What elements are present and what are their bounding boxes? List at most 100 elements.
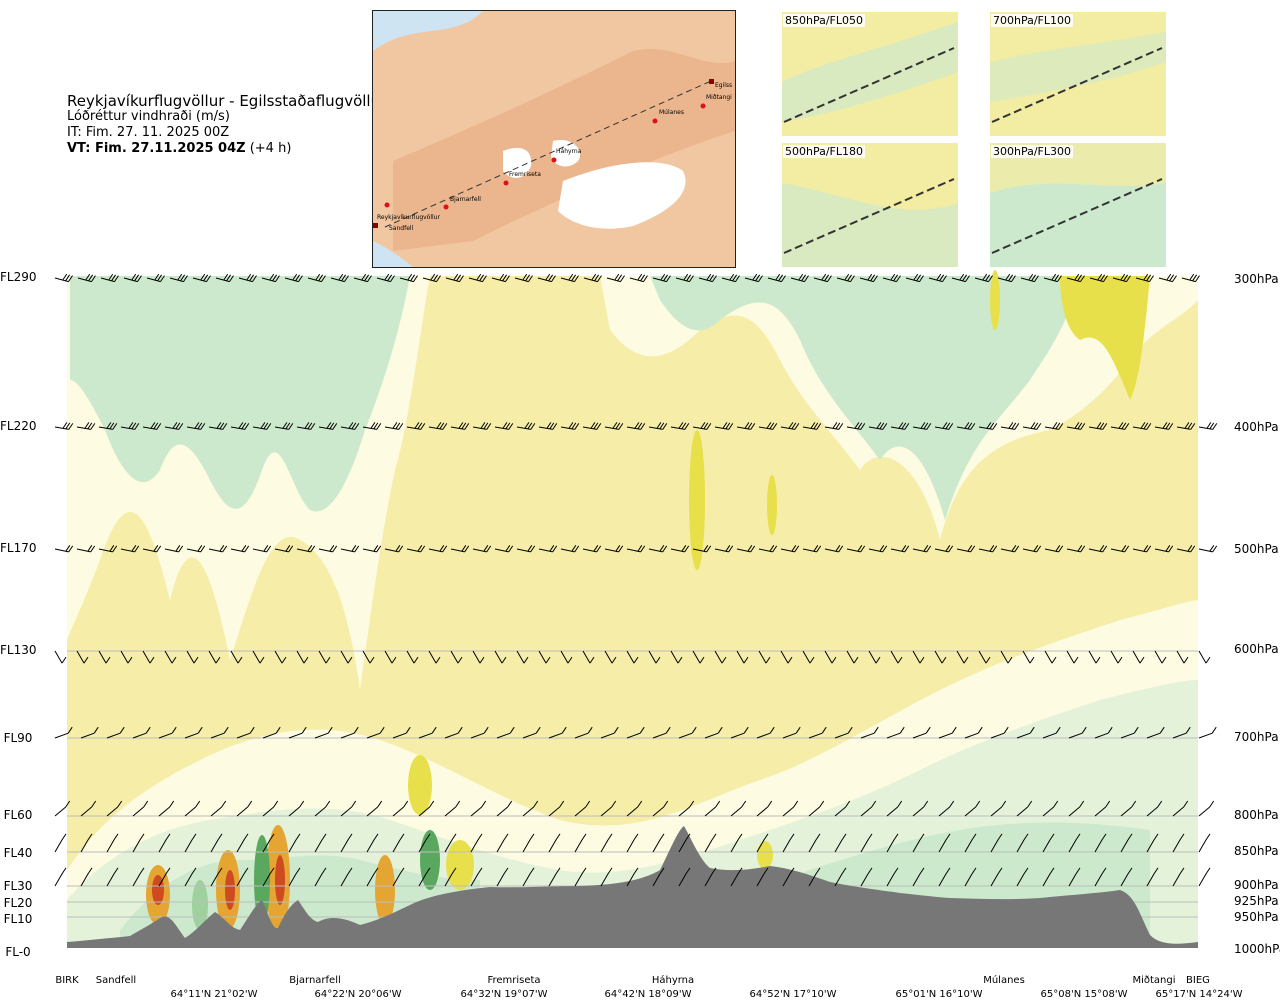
wind-barb — [186, 422, 206, 430]
wind-barb — [813, 273, 832, 283]
wind-barb — [522, 833, 535, 853]
wind-barb — [782, 726, 801, 739]
wind-barb — [80, 800, 97, 817]
coord-label-2: 64°32'N 19°07'W — [460, 989, 548, 1000]
wind-barb — [606, 273, 625, 283]
fl-label-10: FL10 — [3, 912, 33, 926]
wind-barb — [758, 545, 778, 553]
wind-barb — [1154, 650, 1167, 664]
wind-barb — [76, 422, 96, 430]
wind-barb — [859, 273, 878, 283]
wind-barb — [450, 545, 470, 553]
wind-barb — [120, 545, 140, 553]
wind-barb — [314, 800, 331, 817]
wind-barb — [648, 650, 661, 664]
loc-label-midtangi: Miðtangi — [1132, 975, 1176, 986]
wind-barb — [106, 726, 125, 739]
wind-barb — [834, 833, 847, 853]
glacier-vatnajokull — [558, 162, 686, 229]
wind-barb — [714, 422, 734, 430]
wind-barb — [890, 545, 910, 553]
wind-barb — [418, 833, 431, 853]
wind-barb — [158, 726, 177, 739]
wind-barb — [1146, 833, 1159, 853]
map-label-mulanes: Múlanes — [659, 109, 684, 116]
valid-time: VT: Fim. 27.11.2025 04Z (+4 h) — [67, 141, 386, 157]
wind-barb — [262, 833, 275, 853]
wind-barb — [80, 833, 93, 853]
route-map: Reykjavíkurflugvöllur Sandfell Bjarnarfe… — [372, 10, 736, 268]
coord-label-4: 64°52'N 17°10'W — [749, 989, 837, 1000]
wind-barb — [392, 833, 405, 853]
wind-barb — [978, 422, 998, 430]
map-label-egilss: Egilss — [715, 82, 732, 89]
minimap-300: 300hPa/FL300 — [990, 143, 1166, 267]
hpa-label-500: 500hPa — [1234, 542, 1279, 556]
wind-barb — [626, 422, 646, 430]
map-label-reykjavik: Reykjavíkurflugvöllur — [377, 214, 440, 221]
wind-barb — [362, 422, 382, 430]
wind-barb — [262, 867, 275, 887]
coast-water — [373, 241, 413, 267]
wind-barb — [951, 273, 970, 283]
wind-barb — [491, 273, 510, 283]
loc-label-mulanes: Múlanes — [983, 975, 1025, 986]
wind-barb — [54, 867, 67, 887]
wind-barb — [860, 833, 873, 853]
wind-barb — [1158, 273, 1177, 283]
fl-label-170: FL170 — [0, 541, 37, 555]
wind-barb — [470, 867, 483, 887]
wind-barb — [262, 726, 281, 739]
wind-barb — [450, 422, 470, 430]
wind-barb — [756, 800, 773, 817]
wind-barb — [236, 833, 249, 853]
valid-time-suffix: (+4 h) — [249, 141, 292, 156]
valid-time-bold: VT: Fim. 27.11.2025 04Z — [67, 141, 246, 156]
loc-label-hahyrna: Háhyrna — [651, 975, 695, 986]
wind-barb — [230, 545, 250, 553]
hpa-label-700: 700hPa — [1234, 730, 1279, 744]
wind-barb — [846, 545, 866, 553]
wind-barb — [98, 650, 111, 664]
wind-barb — [704, 726, 723, 739]
wind-barb — [964, 800, 981, 817]
wind-barb — [54, 650, 67, 664]
wind-barb — [1198, 867, 1211, 887]
wind-barb — [1044, 422, 1064, 430]
wind-barb — [1094, 800, 1111, 817]
wind-barb — [54, 545, 74, 553]
wind-barb — [496, 867, 509, 887]
wind-barb — [238, 273, 257, 283]
wind-barb — [76, 650, 89, 664]
fl-label-90: FL90 — [3, 731, 33, 745]
wind-barb — [1110, 545, 1130, 553]
wind-barb — [652, 726, 671, 739]
wind-barb — [934, 545, 954, 553]
wind-barb — [406, 422, 426, 430]
wind-barb — [560, 545, 580, 553]
wind-barb — [824, 650, 837, 664]
wind-barb — [158, 800, 175, 817]
wind-barb — [886, 726, 905, 739]
wind-barb — [236, 867, 249, 887]
fl-label-0: FL-0 — [5, 945, 31, 959]
wind-barb — [186, 545, 206, 553]
wind-barb — [1044, 650, 1057, 664]
coord-label-7: 65°17'N 14°24'W — [1155, 989, 1243, 1000]
wind-barb — [560, 650, 573, 664]
wind-barb — [1132, 650, 1145, 664]
hpa-label-925: 925hPa — [1234, 894, 1279, 908]
wind-barb — [366, 833, 379, 853]
minimap-500: 500hPa/FL180 — [782, 143, 958, 267]
wind-barb — [522, 867, 535, 887]
wind-barb — [142, 545, 162, 553]
wind-barb — [210, 726, 229, 739]
wind-barb — [366, 800, 383, 817]
wind-barb — [106, 867, 119, 887]
wind-barb — [330, 273, 349, 283]
wind-barb — [1154, 422, 1174, 430]
wind-barb — [1066, 545, 1086, 553]
wind-barb — [678, 800, 695, 817]
wind-barb — [886, 800, 903, 817]
wind-barb — [868, 422, 888, 430]
